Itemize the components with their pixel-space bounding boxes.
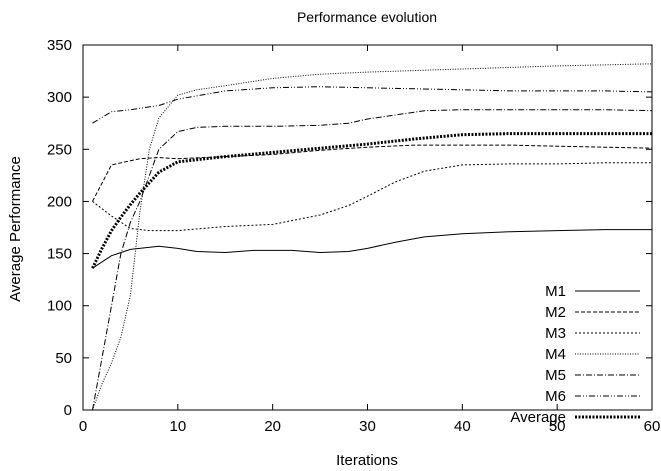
legend-label: M1 (545, 283, 566, 300)
series-line-average (91, 132, 652, 269)
y-tick-label: 0 (64, 402, 72, 419)
y-tick-label: 300 (47, 89, 72, 106)
x-tick-label: 30 (359, 418, 376, 435)
y-tick-label: 50 (55, 350, 72, 367)
x-tick-label: 10 (169, 418, 186, 435)
y-tick-label: 350 (47, 37, 72, 54)
x-tick-label: 20 (264, 418, 281, 435)
series-line-m2 (92, 144, 653, 202)
y-tick-label: 150 (47, 246, 72, 263)
legend-label: M6 (545, 388, 566, 405)
y-axis-label: Average Performance (7, 156, 24, 302)
x-tick-label: 0 (79, 418, 87, 435)
series-line-m6 (92, 86, 653, 124)
legend-label: M2 (545, 304, 566, 321)
legend-label: Average (510, 409, 566, 426)
legend-label: M4 (545, 346, 566, 363)
y-tick-label: 250 (47, 141, 72, 158)
x-tick-label: 50 (549, 418, 566, 435)
y-tick-label: 100 (47, 298, 72, 315)
series-line-m4 (92, 63, 653, 411)
x-axis-label: Iterations (336, 452, 398, 469)
chart-title: Performance evolution (297, 9, 437, 25)
series-line-m3 (92, 162, 652, 232)
plot-frame (82, 44, 653, 411)
x-tick-label: 60 (644, 418, 661, 435)
plot-area: 0 10 20 30 40 50 60 0 50 100 150 200 250 300 350 M1 M2 M3… (47, 37, 660, 435)
legend-label: M3 (545, 325, 566, 342)
x-tick-label: 40 (454, 418, 471, 435)
y-tick-label: 200 (47, 193, 72, 210)
series-line-m1 (92, 229, 652, 269)
legend-label: M5 (545, 367, 566, 384)
series-line-m5 (92, 109, 653, 411)
